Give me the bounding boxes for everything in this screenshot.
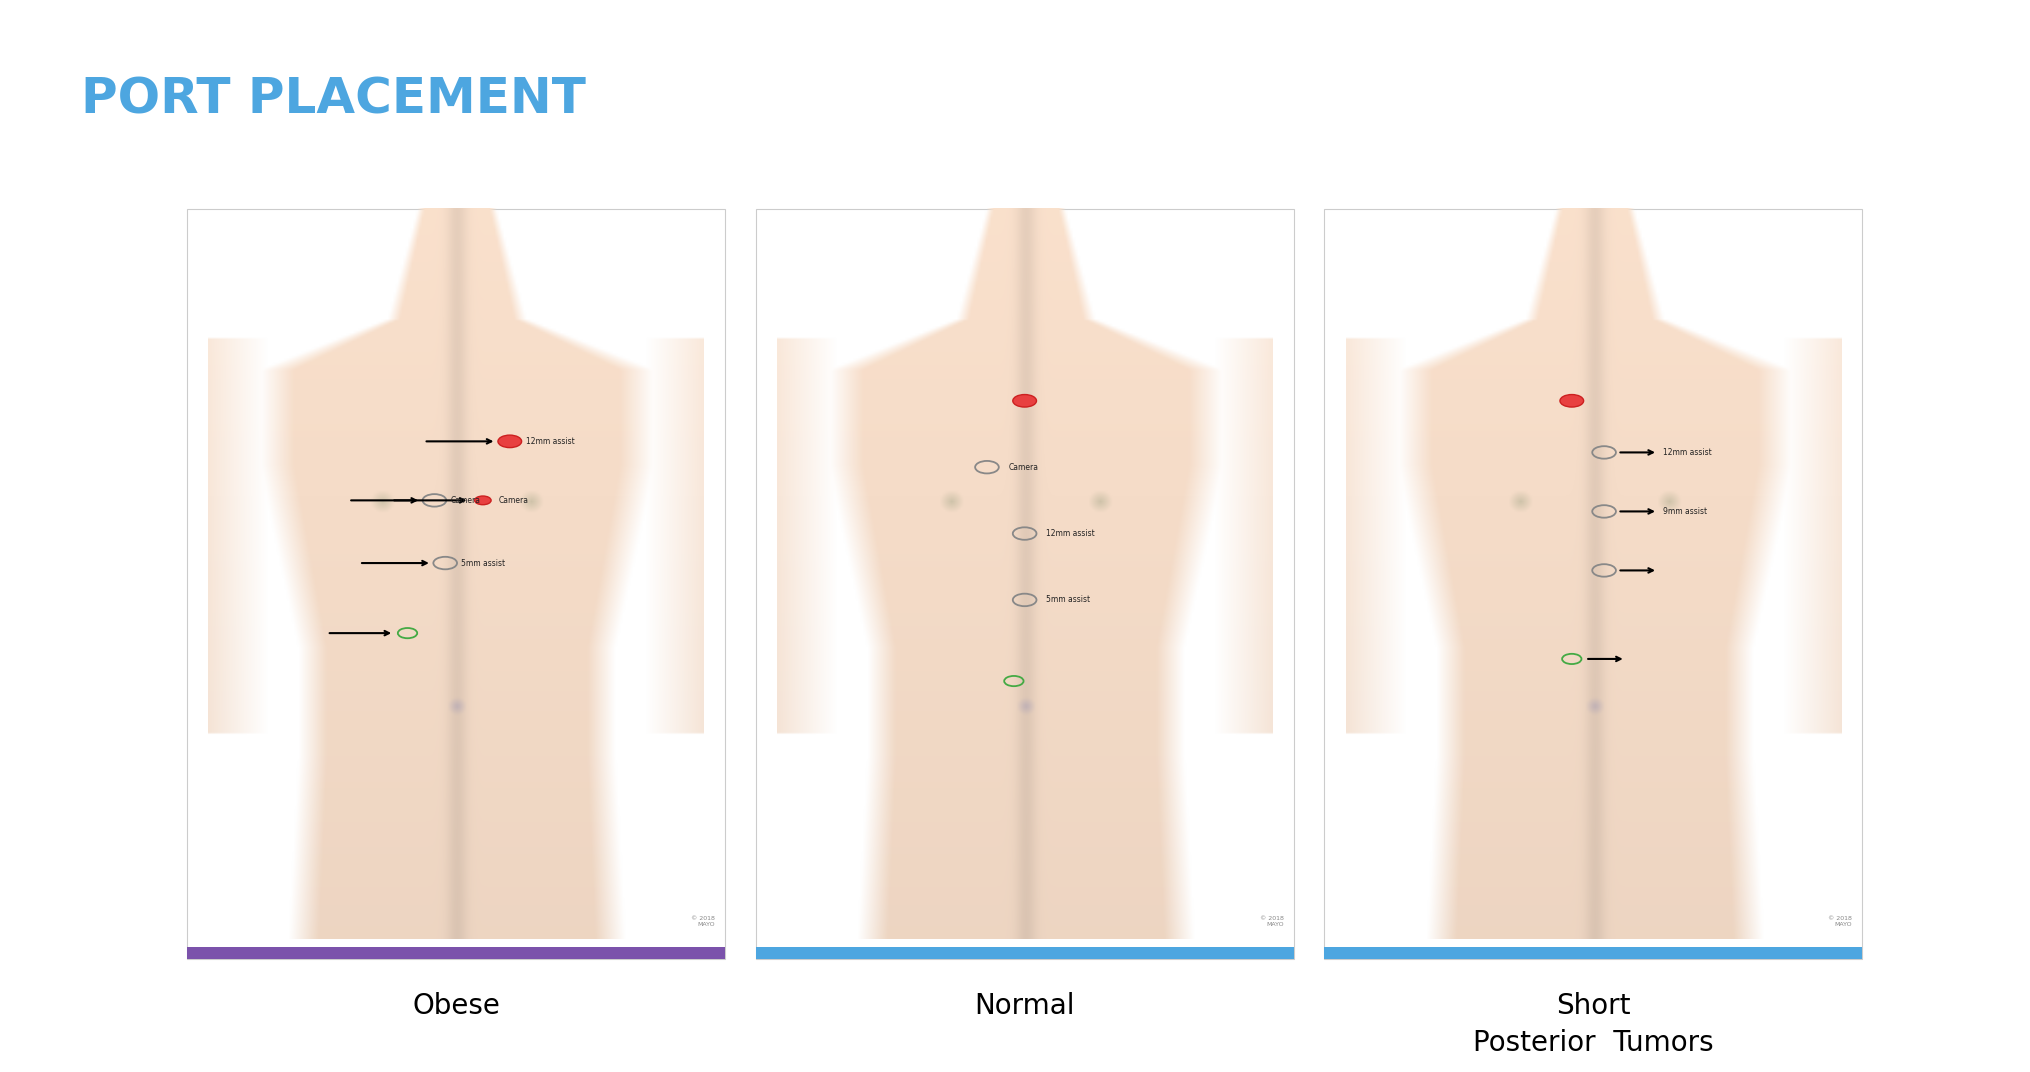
Text: Normal: Normal (974, 992, 1074, 1019)
Text: 12mm assist: 12mm assist (526, 437, 574, 446)
Circle shape (497, 435, 522, 448)
FancyBboxPatch shape (755, 209, 1293, 959)
Text: Obese: Obese (412, 992, 499, 1019)
Text: Posterior  Tumors: Posterior Tumors (1472, 1029, 1713, 1057)
Text: 12mm assist: 12mm assist (1663, 448, 1711, 457)
FancyBboxPatch shape (1324, 209, 1862, 959)
Circle shape (1559, 394, 1583, 407)
Text: Camera: Camera (451, 496, 481, 505)
Bar (1324, 947, 1862, 959)
Text: PORT PLACEMENT: PORT PLACEMENT (81, 75, 587, 123)
Circle shape (1013, 394, 1035, 407)
FancyBboxPatch shape (187, 209, 725, 959)
Text: 5mm assist: 5mm assist (461, 559, 505, 567)
Circle shape (475, 496, 491, 505)
Text: © 2018
MAYO: © 2018 MAYO (690, 917, 715, 927)
Text: 12mm assist: 12mm assist (1045, 530, 1094, 538)
Text: 5mm assist: 5mm assist (1045, 595, 1090, 605)
Bar (187, 947, 725, 959)
Text: 9mm assist: 9mm assist (1663, 507, 1707, 516)
Text: Camera: Camera (499, 496, 528, 505)
Text: Camera: Camera (1009, 463, 1037, 472)
Text: © 2018
MAYO: © 2018 MAYO (1259, 917, 1283, 927)
Bar (755, 947, 1293, 959)
Text: Short: Short (1555, 992, 1630, 1019)
Text: © 2018
MAYO: © 2018 MAYO (1827, 917, 1851, 927)
